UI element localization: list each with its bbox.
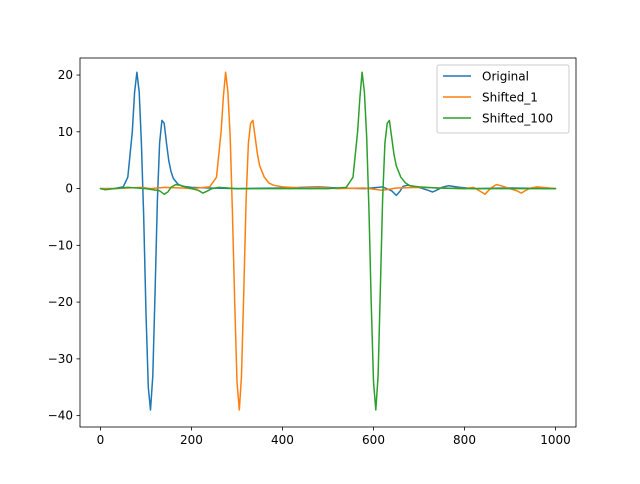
legend-label: Shifted_1	[482, 91, 538, 105]
legend: Original Shifted_1 Shifted_100	[436, 64, 570, 134]
series-lines	[99, 71, 557, 411]
y-tick-label: −30	[48, 352, 73, 366]
legend-box	[436, 64, 570, 134]
series-line-shifted-1	[99, 71, 557, 411]
y-tick-label: −10	[48, 238, 73, 252]
y-tick-label: −40	[48, 409, 73, 423]
x-tick-label: 0	[97, 433, 105, 447]
series-line-shifted-100	[99, 71, 557, 411]
y-tick-label: 10	[58, 125, 73, 139]
y-tick-label: −20	[48, 295, 73, 309]
x-axis: 0 200 400 600 800 1000	[97, 427, 571, 447]
y-tick-label: 20	[58, 68, 73, 82]
y-tick-label: 0	[65, 182, 73, 196]
legend-label: Original	[482, 70, 529, 84]
legend-label: Shifted_100	[482, 112, 553, 126]
x-tick-label: 800	[453, 433, 476, 447]
y-axis: −40 −30 −20 −10 0 10 20	[48, 68, 80, 423]
x-tick-label: 600	[362, 433, 385, 447]
x-tick-label: 200	[180, 433, 203, 447]
x-tick-label: 1000	[540, 433, 571, 447]
x-tick-label: 400	[271, 433, 294, 447]
plot-frame	[79, 57, 577, 428]
